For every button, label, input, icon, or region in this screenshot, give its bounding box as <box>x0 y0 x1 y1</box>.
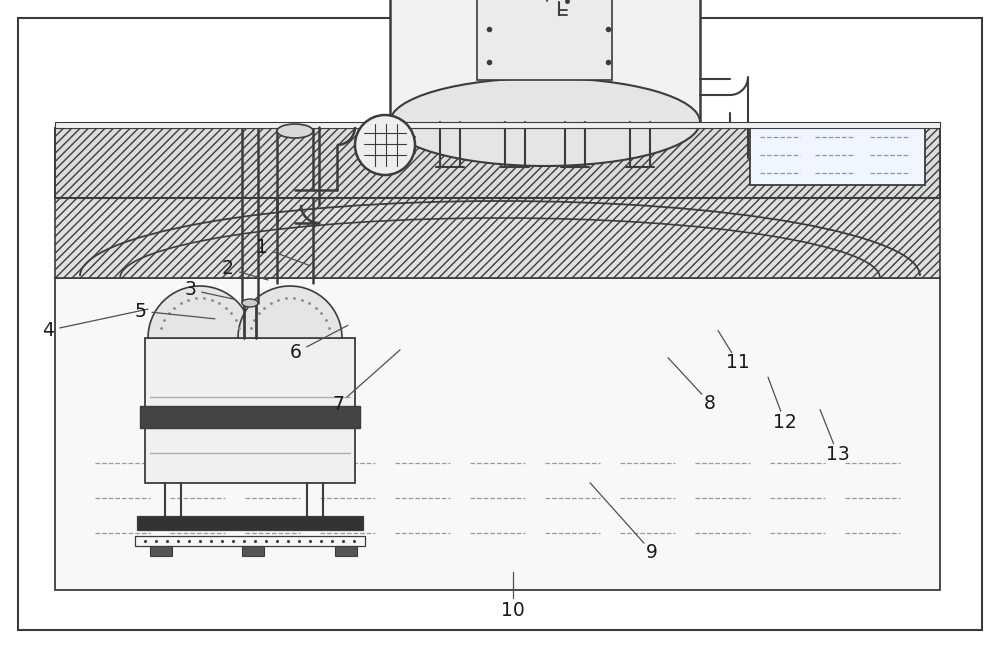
Text: 1: 1 <box>256 238 268 257</box>
Text: 9: 9 <box>646 542 658 562</box>
Text: 2: 2 <box>222 259 234 279</box>
Bar <box>137 516 363 530</box>
Ellipse shape <box>390 78 700 166</box>
Bar <box>335 546 357 556</box>
Text: 8: 8 <box>704 393 716 413</box>
Bar <box>145 338 355 483</box>
Text: 7: 7 <box>332 395 344 415</box>
Bar <box>140 406 360 428</box>
Ellipse shape <box>277 124 313 138</box>
Text: 4: 4 <box>42 321 54 340</box>
Text: 13: 13 <box>826 445 850 465</box>
Wedge shape <box>148 286 252 338</box>
Text: 3: 3 <box>184 280 196 299</box>
Bar <box>477 0 612 80</box>
Circle shape <box>355 115 415 175</box>
Ellipse shape <box>242 299 258 307</box>
Bar <box>242 546 264 556</box>
Polygon shape <box>55 128 940 198</box>
Text: 6: 6 <box>290 343 302 362</box>
Text: 5: 5 <box>134 301 146 321</box>
Bar <box>55 122 940 128</box>
Text: 11: 11 <box>726 353 750 373</box>
Wedge shape <box>238 286 342 338</box>
Bar <box>135 536 365 546</box>
Bar <box>750 125 925 185</box>
Bar <box>390 0 700 122</box>
Bar <box>150 546 172 556</box>
Bar <box>55 278 940 590</box>
Text: 12: 12 <box>773 413 797 432</box>
Polygon shape <box>55 198 940 278</box>
Text: 10: 10 <box>501 601 525 620</box>
